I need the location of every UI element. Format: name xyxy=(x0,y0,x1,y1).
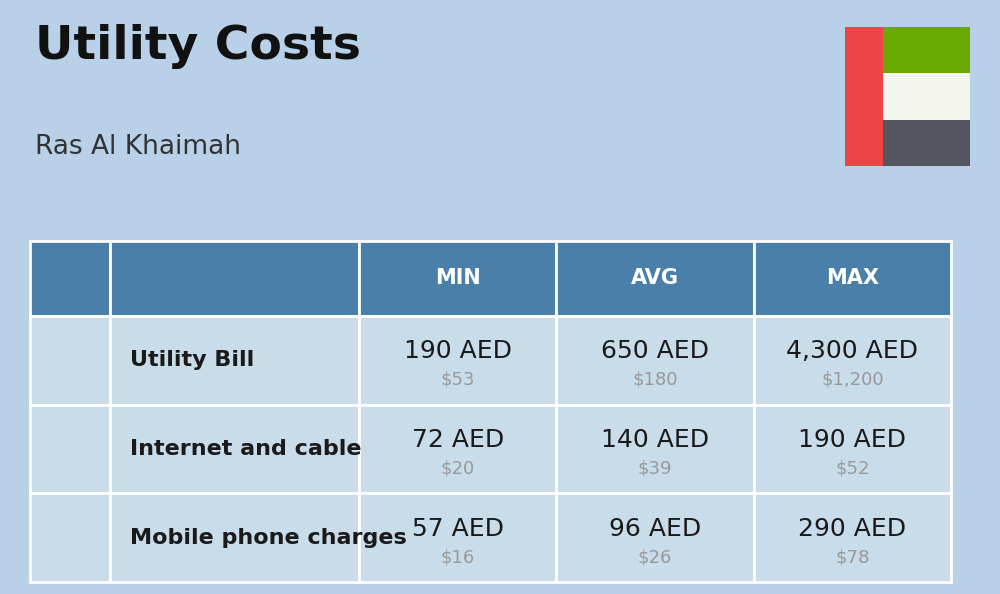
Bar xyxy=(556,241,754,316)
Text: $180: $180 xyxy=(632,371,678,388)
Text: Utility Costs: Utility Costs xyxy=(35,24,361,69)
Text: Internet and cable: Internet and cable xyxy=(130,439,361,459)
Text: 96 AED: 96 AED xyxy=(609,517,701,541)
Text: $78: $78 xyxy=(835,548,870,566)
Bar xyxy=(359,241,556,316)
Text: $53: $53 xyxy=(440,371,475,388)
Bar xyxy=(110,405,359,493)
Bar xyxy=(110,493,359,582)
Text: 650 AED: 650 AED xyxy=(601,339,709,364)
Text: Ras Al Khaimah: Ras Al Khaimah xyxy=(35,134,241,160)
Text: MAX: MAX xyxy=(826,268,879,288)
Text: $20: $20 xyxy=(441,459,475,478)
Bar xyxy=(556,493,754,582)
Text: $52: $52 xyxy=(835,459,870,478)
Text: MIN: MIN xyxy=(435,268,481,288)
Bar xyxy=(754,405,951,493)
Text: Utility Bill: Utility Bill xyxy=(130,350,254,370)
Bar xyxy=(359,316,556,405)
Bar xyxy=(110,241,359,316)
Text: AVG: AVG xyxy=(631,268,679,288)
Text: 140 AED: 140 AED xyxy=(601,428,709,452)
Bar xyxy=(359,493,556,582)
Text: $1,200: $1,200 xyxy=(821,371,884,388)
Text: 190 AED: 190 AED xyxy=(798,428,906,452)
Bar xyxy=(754,316,951,405)
Bar xyxy=(754,493,951,582)
Bar xyxy=(845,120,970,166)
Bar xyxy=(30,316,110,405)
Bar xyxy=(845,27,970,73)
Text: Mobile phone charges: Mobile phone charges xyxy=(130,527,407,548)
Bar xyxy=(110,316,359,405)
Text: $26: $26 xyxy=(638,548,672,566)
Text: 4,300 AED: 4,300 AED xyxy=(786,339,918,364)
Bar xyxy=(359,405,556,493)
Text: 290 AED: 290 AED xyxy=(798,517,907,541)
Bar xyxy=(30,493,110,582)
Text: $39: $39 xyxy=(638,459,672,478)
Bar xyxy=(556,405,754,493)
Bar xyxy=(30,241,110,316)
Bar xyxy=(845,73,970,120)
Bar xyxy=(845,27,883,166)
Bar xyxy=(556,316,754,405)
Text: 57 AED: 57 AED xyxy=(412,517,504,541)
Text: 72 AED: 72 AED xyxy=(412,428,504,452)
Bar xyxy=(30,405,110,493)
Text: $16: $16 xyxy=(441,548,475,566)
Text: 190 AED: 190 AED xyxy=(404,339,512,364)
Bar xyxy=(754,241,951,316)
